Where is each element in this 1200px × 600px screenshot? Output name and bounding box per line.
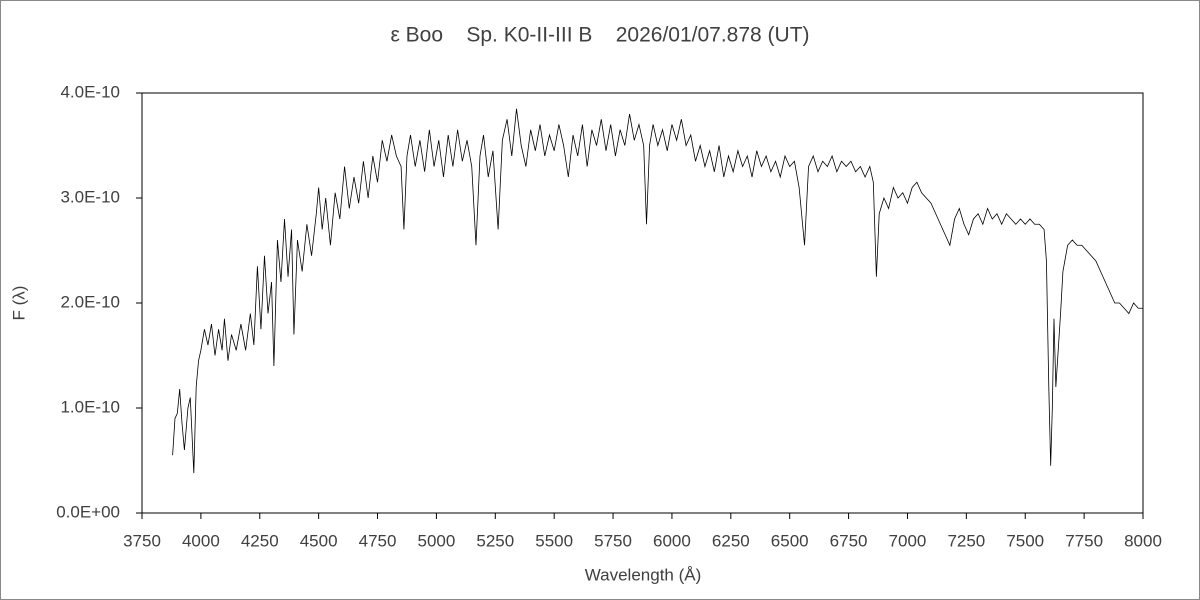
chart-title: ε Boo Sp. K0-II-III B 2026/01/07.878 (UT… bbox=[390, 24, 809, 47]
x-tick-label: 7500 bbox=[1006, 531, 1044, 550]
x-tick-label: 5000 bbox=[417, 531, 455, 550]
x-tick-label: 7000 bbox=[889, 531, 927, 550]
x-tick-label: 7750 bbox=[1065, 531, 1103, 550]
x-tick-label: 4500 bbox=[300, 531, 338, 550]
x-tick-label: 7250 bbox=[947, 531, 985, 550]
x-tick-label: 4250 bbox=[241, 531, 279, 550]
y-axis-label: F (λ) bbox=[9, 286, 28, 321]
x-tick-label: 6500 bbox=[771, 531, 809, 550]
x-tick-label: 4000 bbox=[182, 531, 220, 550]
y-tick-label: 0.0E+00 bbox=[56, 502, 120, 521]
y-tick-label: 4.0E-10 bbox=[60, 82, 120, 101]
x-tick-label: 5750 bbox=[594, 531, 632, 550]
x-tick-label: 6000 bbox=[653, 531, 691, 550]
y-tick-label: 3.0E-10 bbox=[60, 187, 120, 206]
x-tick-label: 3750 bbox=[123, 531, 161, 550]
y-tick-label: 2.0E-10 bbox=[60, 292, 120, 311]
x-axis-label: Wavelength (Å) bbox=[585, 565, 702, 584]
x-tick-label: 4750 bbox=[359, 531, 397, 550]
spectrum-line bbox=[172, 108, 1143, 474]
x-tick-label: 5500 bbox=[535, 531, 573, 550]
x-tick-label: 6250 bbox=[712, 531, 750, 550]
x-tick-label: 5250 bbox=[476, 531, 514, 550]
x-tick-label: 6750 bbox=[830, 531, 868, 550]
y-tick-label: 1.0E-10 bbox=[60, 397, 120, 416]
x-tick-label: 8000 bbox=[1124, 531, 1162, 550]
